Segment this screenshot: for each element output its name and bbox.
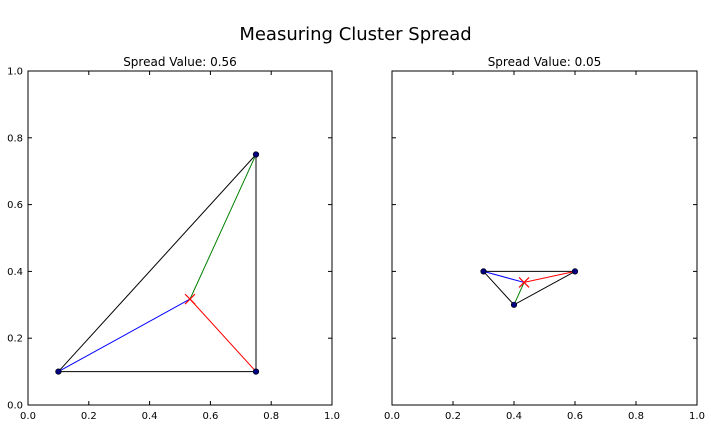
- data-point: [571, 268, 579, 275]
- x-tick-label: 0.8: [628, 411, 644, 422]
- data-point: [510, 301, 518, 308]
- axes-frame: [27, 70, 333, 406]
- subplot-title: Spread Value: 0.56: [123, 55, 237, 69]
- data-point: [480, 268, 487, 275]
- x-tick-label: 0.2: [445, 411, 461, 422]
- y-tick-label: 0.2: [7, 334, 23, 345]
- figure-title: Measuring Cluster Spread: [239, 24, 472, 45]
- centroid-spoke: [189, 154, 257, 300]
- x-tick-label: 0.6: [567, 411, 583, 422]
- subplot-1: Spread Value: 0.56 0.0 0.2 0.4 0.6 0.8 1.0 0.0 0…: [7, 55, 340, 422]
- centroid-marker: [518, 276, 530, 288]
- x-tick-label: 0.0: [20, 411, 36, 422]
- centroid-spoke: [189, 298, 257, 372]
- x-tick-label: 0.4: [506, 411, 522, 422]
- x-tick-label: 0.0: [384, 411, 400, 422]
- subplot-2: Spread Value: 0.05 0.0 0.2 0.4 0.6 0.8 1.0: [384, 55, 705, 422]
- data-point: [252, 151, 260, 158]
- cluster-triangle: [57, 153, 257, 373]
- x-tick-label: 1.0: [689, 411, 705, 422]
- centroid-marker: [184, 293, 196, 305]
- y-tick-label: 0.6: [7, 200, 23, 211]
- data-point: [55, 368, 62, 375]
- data-point: [252, 368, 260, 375]
- subplot-title: Spread Value: 0.05: [488, 55, 602, 69]
- y-tick-label: 1.0: [7, 67, 23, 78]
- centroid-spoke: [483, 270, 525, 283]
- x-tick-label: 0.6: [202, 411, 218, 422]
- y-tick-label: 0.8: [7, 133, 23, 144]
- centroid-spoke: [523, 270, 576, 283]
- y-tick-label: 0.4: [7, 267, 23, 278]
- x-tick-label: 0.4: [142, 411, 158, 422]
- centroid-spoke: [58, 298, 191, 373]
- y-tick-label: 0.0: [7, 401, 23, 412]
- axes-frame: [391, 70, 698, 406]
- x-tick-label: 1.0: [324, 411, 340, 422]
- centroid-spoke: [513, 282, 525, 306]
- x-tick-label: 0.2: [81, 411, 97, 422]
- cluster-triangle: [482, 270, 576, 306]
- x-tick-label: 0.8: [263, 411, 279, 422]
